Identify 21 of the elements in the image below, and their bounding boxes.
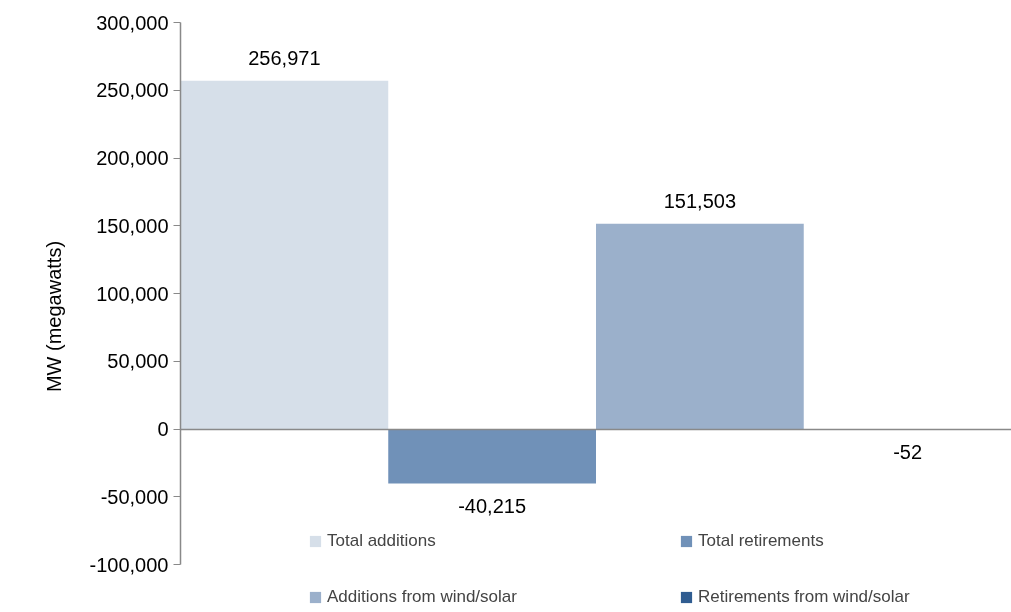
legend-label: Total retirements — [698, 530, 825, 552]
bar — [180, 80, 389, 429]
y-tick-label: 100,000 — [96, 282, 169, 305]
y-tick-label: 300,000 — [96, 11, 169, 34]
legend-label: Retirements from wind/solar — [698, 586, 911, 608]
data-label: 151,503 — [663, 189, 737, 212]
y-tick-label: 50,000 — [107, 350, 169, 373]
y-axis-title: MW (megawatts) — [42, 240, 65, 393]
y-tick-label: -50,000 — [100, 485, 169, 508]
y-tick-label: 150,000 — [96, 214, 169, 237]
y-tick-label: 250,000 — [96, 79, 169, 102]
legend-label: Total additions — [327, 530, 437, 552]
y-tick-label: 200,000 — [96, 147, 169, 169]
data-label: 256,971 — [248, 46, 321, 69]
bar — [596, 223, 804, 429]
y-tick-label: -100,000 — [89, 553, 169, 576]
data-label: -52 — [893, 441, 923, 464]
y-tick-label: 0 — [157, 418, 169, 440]
bar — [388, 429, 596, 484]
legend-label: Additions from wind/solar — [327, 586, 518, 608]
data-label: -40,215 — [458, 495, 527, 518]
